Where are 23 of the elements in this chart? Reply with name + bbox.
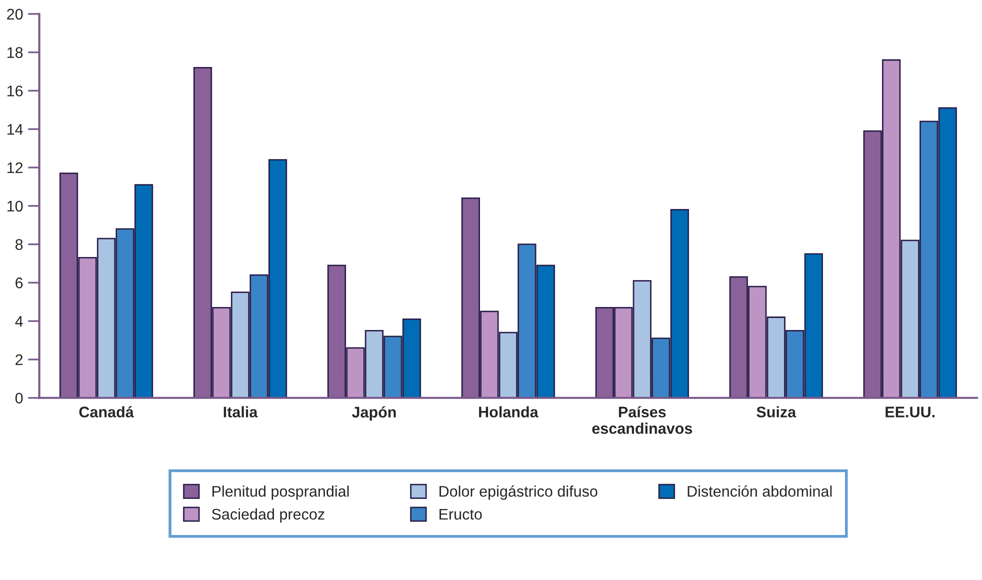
y-tick-label: 20 (7, 8, 23, 20)
y-tick-label: 10 (7, 200, 23, 212)
y-tick-label: 16 (7, 86, 23, 96)
x-tick-label: Suiza (756, 406, 796, 418)
y-tick-label: 0 (15, 392, 23, 404)
y-tick-label: 18 (7, 47, 23, 58)
x-tick-label: Países escandinavos (592, 406, 692, 434)
y-tick-label: 2 (16, 354, 23, 366)
y-tick-label: 12 (7, 162, 23, 174)
x-tick-label: Italia (224, 406, 258, 418)
y-tick-label: 6 (16, 278, 23, 288)
legend-label: Dolor epigástrico difuso (440, 485, 598, 500)
y-tick-label: 14 (7, 124, 23, 135)
legend-label: Plenitud posprandial (212, 486, 349, 500)
x-tick-label: EE.UU. (886, 406, 935, 418)
x-tick-label: Holanda (479, 406, 538, 418)
legend-label: Distención abdominal (688, 485, 832, 497)
x-tick-label: Canadá (79, 406, 134, 418)
y-tick-label: 4 (15, 316, 23, 327)
y-tick-label: 8 (15, 239, 23, 250)
legend-label: Eructo (440, 508, 482, 520)
legend-label: Saciedad precoz (212, 508, 324, 523)
x-tick-label: Japón (352, 406, 396, 421)
